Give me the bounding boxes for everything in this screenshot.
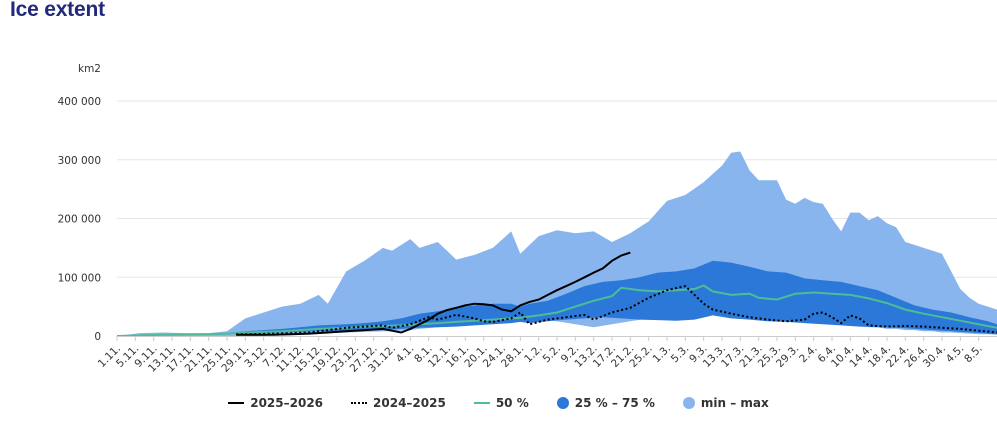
current-season-line	[236, 251, 631, 336]
median-line	[116, 284, 997, 337]
light-blue-circle-icon	[682, 397, 695, 409]
x-tick-label: 4.1.	[394, 343, 417, 366]
y-tick-label: 400 000	[58, 96, 101, 108]
y-axis-label: km2	[78, 63, 101, 75]
legend-item-previous-season[interactable]: 2024–2025	[351, 396, 446, 410]
legend-label: 50 %	[495, 396, 529, 410]
y-tick-label: 100 000	[58, 272, 101, 284]
legend-item-current-season[interactable]: 2025–2026	[228, 396, 323, 410]
x-tick-label: 5.3.	[669, 343, 692, 366]
y-tick-label: 200 000	[58, 214, 101, 226]
iqr-band	[117, 260, 997, 336]
iqr-band-layer	[117, 260, 997, 336]
x-tick-label: 2.4.	[797, 343, 820, 366]
dotted-line-icon	[351, 402, 368, 404]
legend-item-minmax[interactable]: min – max	[682, 396, 769, 410]
previous-season-line	[236, 285, 997, 336]
y-tick-label: 300 000	[58, 155, 101, 167]
dark-blue-circle-icon	[556, 397, 569, 409]
series-lines-layer	[116, 251, 997, 337]
legend-label: 2025–2026	[250, 396, 324, 410]
x-tick-label: 1.3.	[650, 343, 673, 366]
y-tick-label: 0	[94, 331, 101, 343]
x-tick-label: 1.2.	[522, 343, 545, 366]
green-line-icon	[473, 402, 490, 404]
x-tick-label: 4.5.	[944, 343, 967, 366]
solid-line-icon	[228, 402, 245, 404]
legend-label: 25 % – 75 %	[574, 396, 655, 410]
legend-item-median[interactable]: 50 %	[473, 396, 529, 410]
x-tick-label: 5.2.	[540, 343, 563, 366]
chart-title: Ice extent	[10, 0, 105, 21]
x-tick-label: 8.5.	[962, 343, 985, 366]
legend: 2025–2026 2024–2025 50 % 25 % – 75 % min…	[0, 396, 997, 410]
legend-item-iqr[interactable]: 25 % – 75 %	[556, 396, 655, 410]
legend-label: min – max	[700, 396, 769, 410]
legend-label: 2024–2025	[373, 396, 446, 410]
